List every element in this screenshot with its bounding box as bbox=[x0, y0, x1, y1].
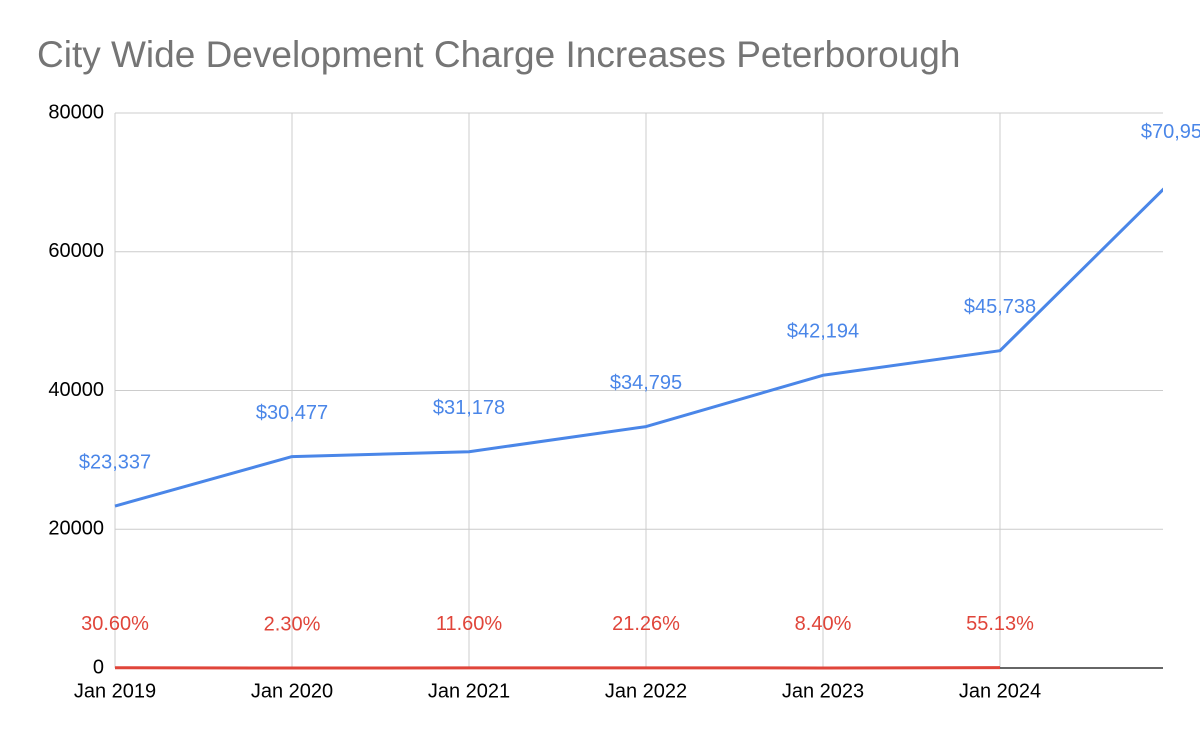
data-label: $30,477 bbox=[256, 402, 328, 424]
y-tick-label: 40000 bbox=[48, 379, 104, 401]
x-tick-label: Jan 2021 bbox=[428, 680, 510, 702]
data-label: 30.60% bbox=[81, 613, 149, 635]
line-series bbox=[114, 187, 1163, 508]
y-tick-label: 20000 bbox=[48, 518, 104, 540]
x-tick-label: Jan 2020 bbox=[251, 680, 333, 702]
data-label: $42,194 bbox=[787, 321, 859, 343]
data-label: $23,337 bbox=[79, 451, 151, 473]
x-tick-label: Jan 2022 bbox=[605, 680, 687, 702]
data-label: 21.26% bbox=[612, 613, 680, 635]
y-tick-label: 80000 bbox=[48, 101, 104, 123]
chart-title: City Wide Development Charge Increases P… bbox=[37, 34, 960, 75]
x-tick-label: Jan 2024 bbox=[959, 680, 1041, 702]
data-label: $70,953 bbox=[1141, 121, 1200, 143]
x-tick-label: Jan 2023 bbox=[782, 680, 864, 702]
data-label: $45,738 bbox=[964, 296, 1036, 318]
data-label: 2.30% bbox=[264, 613, 321, 635]
data-label: 11.60% bbox=[436, 613, 503, 635]
data-label: 8.40% bbox=[795, 613, 852, 635]
x-tick-label: Jan 2019 bbox=[74, 680, 156, 702]
data-label: $34,795 bbox=[610, 372, 682, 394]
y-tick-label: 60000 bbox=[48, 240, 104, 262]
plot-area bbox=[114, 187, 1163, 670]
data-label: 55.13% bbox=[966, 613, 1034, 635]
y-tick-label: 0 bbox=[93, 656, 104, 678]
data-label: $31,178 bbox=[433, 397, 505, 419]
